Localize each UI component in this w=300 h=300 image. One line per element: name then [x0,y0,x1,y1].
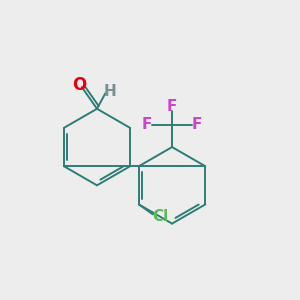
Text: F: F [192,118,202,133]
Text: F: F [142,118,152,133]
Text: Cl: Cl [152,209,168,224]
Text: O: O [72,76,87,94]
Text: F: F [167,99,177,114]
Text: H: H [104,84,117,99]
